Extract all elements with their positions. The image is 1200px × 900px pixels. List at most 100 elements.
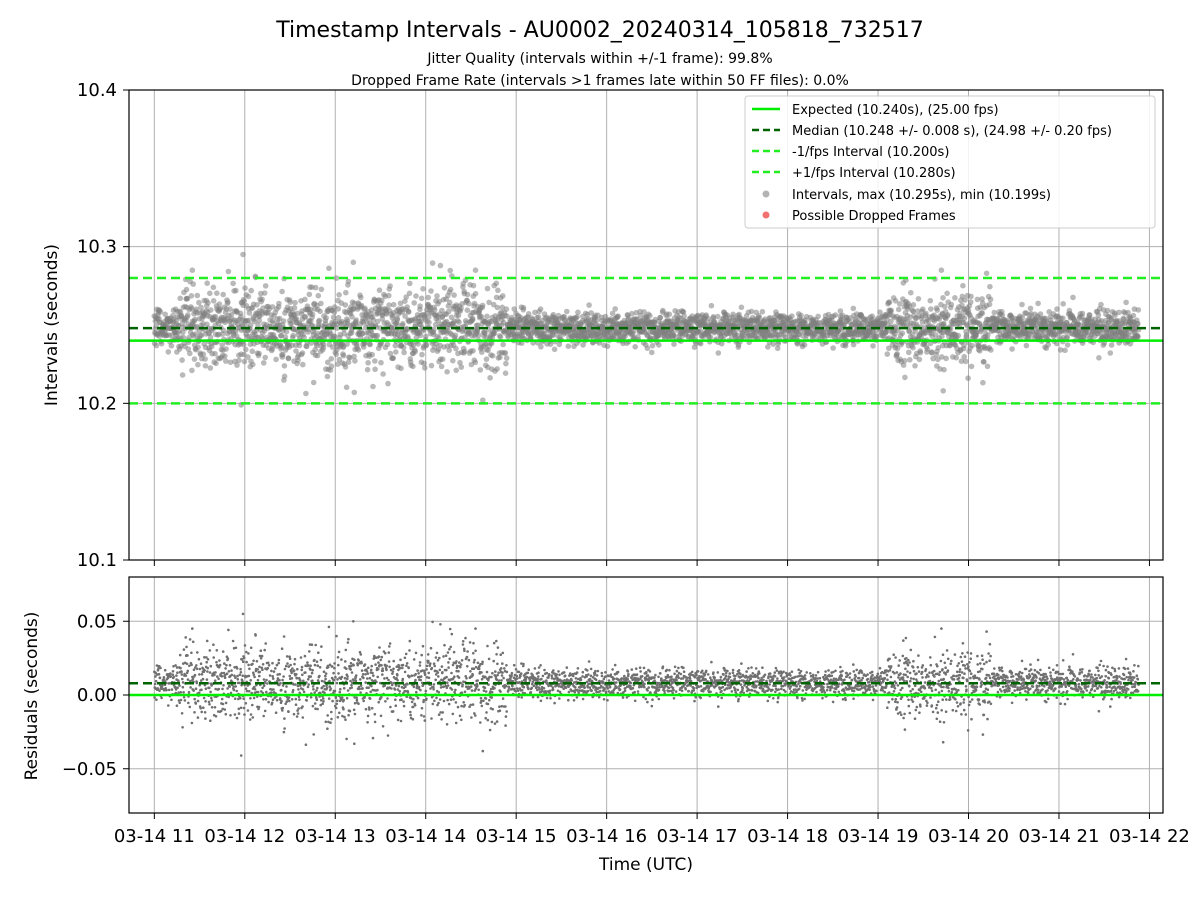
interval-point — [586, 302, 592, 308]
residual-point — [371, 671, 374, 675]
interval-point — [316, 317, 323, 324]
residual-point — [411, 717, 415, 721]
interval-point — [386, 292, 392, 299]
residual-point — [430, 717, 433, 720]
interval-point — [830, 345, 836, 351]
interval-point — [444, 369, 450, 375]
residual-point — [214, 715, 218, 718]
residual-point — [339, 687, 342, 691]
residual-point — [300, 668, 304, 672]
residual-point — [242, 697, 245, 700]
residual-point — [372, 674, 375, 677]
residual-point — [309, 668, 312, 671]
legend-swatch-dropped — [762, 211, 770, 219]
residual-point — [343, 676, 347, 680]
residual-point — [434, 656, 438, 659]
residual-point — [281, 678, 284, 682]
residual-point — [349, 668, 353, 671]
interval-point — [369, 351, 376, 358]
residual-point — [175, 704, 179, 707]
interval-point — [351, 389, 358, 396]
interval-point — [207, 290, 213, 297]
interval-point — [495, 287, 501, 294]
residual-point — [381, 673, 384, 676]
residual-point — [403, 656, 407, 660]
residual-point — [291, 667, 294, 670]
residual-point — [167, 688, 171, 692]
interval-point — [223, 358, 229, 364]
residual-point — [215, 660, 218, 664]
interval-point — [270, 320, 277, 327]
interval-point — [565, 343, 572, 350]
residual-point — [414, 678, 417, 682]
residual-point — [287, 696, 291, 699]
interval-point — [246, 317, 252, 324]
intervals-x-axis-ticks — [153, 560, 1150, 566]
residual-point — [198, 667, 202, 671]
residual-point — [158, 689, 161, 692]
residual-point — [306, 661, 309, 664]
interval-point — [358, 294, 364, 301]
residual-point — [184, 674, 188, 677]
interval-point — [666, 311, 673, 318]
residual-point — [194, 702, 198, 705]
residual-point — [234, 685, 237, 688]
residual-point — [165, 688, 168, 692]
interval-point — [450, 357, 456, 364]
residual-point — [368, 676, 372, 680]
residual-point — [368, 708, 371, 711]
interval-point — [290, 332, 297, 339]
interval-point — [1070, 294, 1076, 301]
interval-point — [436, 298, 443, 305]
residual-point — [247, 652, 250, 655]
residual-point — [313, 691, 317, 694]
residual-point — [342, 687, 346, 690]
interval-point — [372, 366, 378, 373]
residual-point — [247, 674, 251, 678]
interval-point — [306, 291, 313, 298]
interval-point — [894, 351, 900, 357]
residual-point — [290, 698, 294, 701]
residual-point — [332, 671, 335, 675]
residual-point — [227, 628, 230, 632]
residual-point — [346, 675, 349, 678]
interval-point — [374, 318, 381, 325]
interval-point — [574, 314, 580, 320]
interval-point — [928, 306, 934, 312]
interval-point — [759, 308, 766, 315]
residual-point — [220, 675, 224, 678]
residual-point — [364, 707, 368, 711]
residual-point — [229, 714, 232, 717]
residual-point — [162, 676, 166, 679]
interval-point — [256, 317, 263, 324]
residual-point — [360, 661, 363, 665]
residual-point — [280, 647, 284, 650]
legend-label-median: Median (10.248 +/- 0.008 s), (24.98 +/- … — [792, 124, 1112, 139]
residual-point — [420, 653, 424, 657]
residual-point — [200, 673, 204, 676]
residual-point — [396, 679, 399, 682]
residual-point — [264, 642, 268, 645]
residual-point — [197, 691, 201, 695]
residual-point — [350, 686, 354, 689]
interval-point — [318, 286, 325, 293]
interval-point — [472, 359, 479, 366]
residual-point — [299, 656, 303, 659]
residual-point — [185, 645, 188, 649]
residual-point — [405, 662, 409, 665]
residual-point — [352, 664, 355, 667]
residual-point — [361, 687, 364, 690]
interval-point — [301, 334, 307, 341]
interval-point — [177, 295, 183, 302]
interval-point — [525, 311, 532, 317]
residual-point — [234, 676, 237, 679]
intervals-y-tick-label: 10.4 — [77, 80, 117, 101]
interval-point — [917, 349, 924, 356]
interval-point — [991, 309, 998, 316]
interval-point — [738, 304, 745, 311]
interval-point — [452, 332, 459, 339]
residual-point — [407, 666, 411, 670]
residual-point — [436, 671, 440, 674]
residual-point — [331, 665, 334, 668]
interval-point — [404, 326, 411, 333]
